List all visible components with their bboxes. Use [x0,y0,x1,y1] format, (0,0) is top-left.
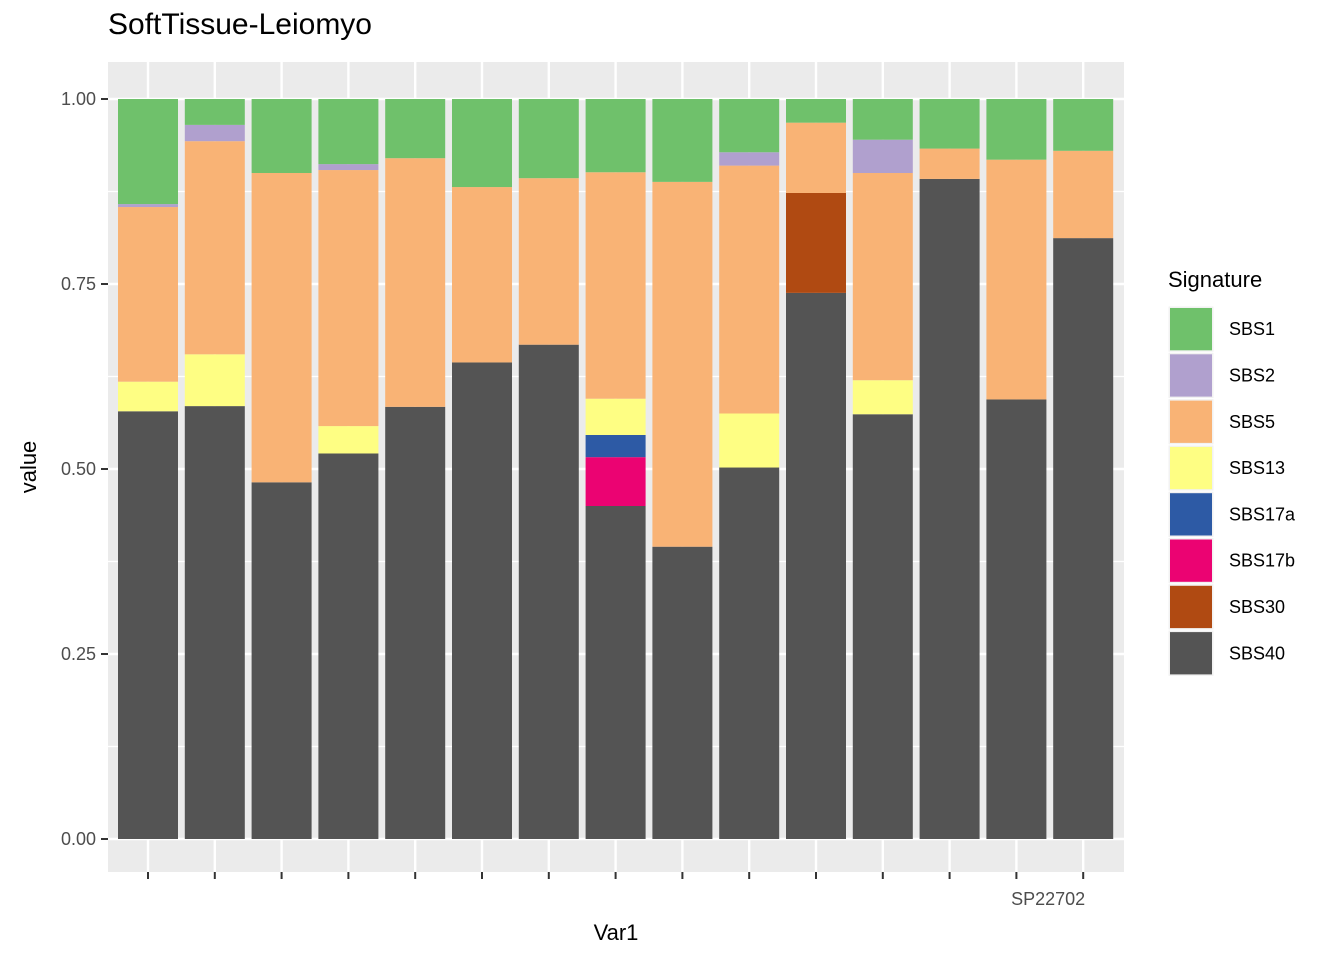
legend-label: SBS2 [1229,365,1275,385]
bar-segment-sbs5-14 [986,159,1047,400]
bar-segment-sbs13-2 [184,354,245,407]
bar-segment-sbs40-11 [786,292,846,839]
bar-segment-sbs5-7 [518,178,579,345]
bar-segment-sbs13-4 [318,426,379,454]
bar-segment-sbs40-2 [184,406,245,839]
bar-segment-sbs2-12 [852,139,913,173]
bar-segment-sbs40-10 [719,467,780,839]
legend-label: SBS40 [1229,643,1285,663]
bar-segment-sbs5-3 [251,173,312,483]
y-tick-label: 0.25 [61,644,96,664]
bar-segment-sbs1-7 [518,99,579,179]
bar-segment-sbs40-15 [1053,238,1114,839]
bar-segment-sbs40-4 [318,453,379,839]
bar-segment-sbs1-3 [251,99,312,173]
legend-label: SBS13 [1229,458,1285,478]
y-tick-label: 0.75 [61,274,96,294]
y-axis-title: value [16,441,41,494]
bar-segment-sbs5-2 [184,141,245,355]
bar-segment-sbs40-9 [652,546,713,839]
bar-segment-sbs13-12 [852,380,913,415]
bar-segment-sbs2-2 [184,124,245,142]
bar-segment-sbs40-7 [518,344,579,839]
bar-segment-sbs1-6 [452,99,512,188]
bar-segment-sbs5-10 [719,165,780,414]
legend-swatch-sbs30 [1170,585,1212,629]
bar-segment-sbs13-8 [585,398,646,435]
bar-segment-sbs5-12 [852,173,913,381]
bar-segment-sbs1-15 [1053,99,1114,151]
bar-segment-sbs17b-8 [585,457,646,506]
bar-segment-sbs1-1 [118,99,178,205]
bar-segment-sbs1-11 [786,99,846,123]
bar-segment-sbs1-13 [919,99,980,149]
bar-segment-sbs5-1 [118,207,178,382]
bar-segment-sbs1-9 [652,99,713,182]
bar-segment-sbs40-1 [118,411,178,839]
bar-segment-sbs2-4 [318,164,379,171]
bar-segment-sbs40-14 [986,399,1047,839]
y-tick-label: 1.00 [61,89,96,109]
bar-segment-sbs13-10 [719,413,780,468]
bar-segment-sbs1-2 [184,99,245,125]
legend-label: SBS17b [1229,551,1295,571]
bar-segment-sbs1-12 [852,99,913,140]
bar-segment-sbs5-13 [919,148,980,179]
legend-swatch-sbs1 [1170,308,1212,351]
legend-swatch-sbs13 [1170,446,1212,490]
bar-segment-sbs5-5 [385,158,446,407]
legend-label: SBS5 [1229,412,1275,432]
legend-label: SBS1 [1229,319,1275,339]
bar-segment-sbs5-6 [452,187,512,363]
bar-segment-sbs17a-8 [585,434,646,458]
legend-label: SBS17a [1229,504,1296,524]
bar-segment-sbs1-10 [719,99,780,153]
bar-segment-sbs40-5 [385,406,446,839]
bar-segment-sbs5-11 [786,122,846,193]
legend-swatch-sbs17a [1170,493,1212,536]
chart-title: SoftTissue-Leiomyo [108,8,372,41]
y-tick-label: 0.50 [61,459,96,479]
legend-swatch-sbs17b [1170,539,1212,582]
bar-segment-sbs13-1 [118,381,178,412]
bar-segment-sbs2-10 [719,152,780,166]
x-axis-title: Var1 [594,920,639,945]
bar-segment-sbs40-6 [452,362,512,839]
legend-swatch-sbs5 [1170,400,1212,443]
bar-segment-sbs40-3 [251,482,312,839]
bar-segment-sbs1-8 [585,99,646,173]
bar-segment-sbs5-9 [652,181,713,547]
bar-segment-sbs1-5 [385,99,446,159]
x-tick-label: SP22702 [1011,889,1085,909]
legend-swatch-sbs2 [1170,354,1212,397]
bar-segment-sbs40-13 [919,178,980,840]
bar-segment-sbs40-12 [852,414,913,839]
legend-label: SBS30 [1229,597,1285,617]
bar-segment-sbs2-1 [118,204,178,208]
bar-segment-sbs5-15 [1053,150,1114,239]
bar-segment-sbs40-8 [585,506,646,839]
bar-segment-sbs1-14 [986,99,1047,160]
bar-segment-sbs5-8 [585,172,646,399]
legend-title: Signature [1168,267,1262,292]
bar-segment-sbs5-4 [318,170,379,427]
legend-swatch-sbs40 [1170,632,1212,675]
bar-segment-sbs30-11 [786,192,846,293]
bar-segment-sbs1-4 [318,99,379,165]
y-tick-label: 0.00 [61,829,96,849]
